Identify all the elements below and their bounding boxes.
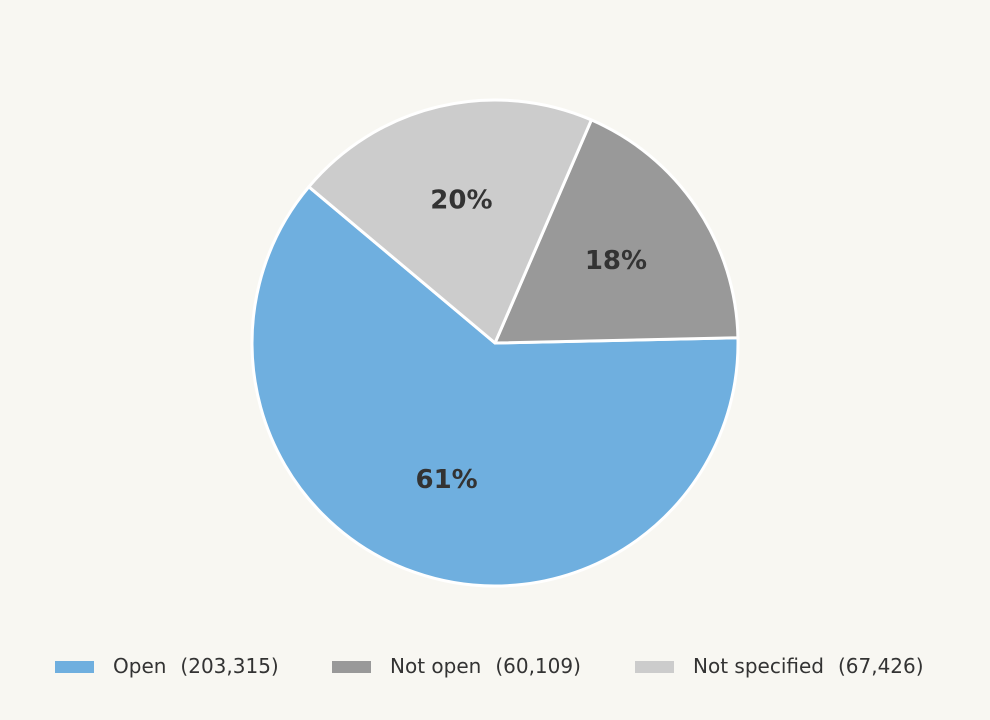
pie-slice [250, 185, 740, 588]
pie-slice [307, 98, 593, 345]
legend-count: (203,315) [180, 654, 278, 678]
pie-slice [493, 118, 740, 345]
legend-swatch [635, 661, 674, 673]
legend-count: (60,109) [495, 654, 581, 678]
percent-label: 18% [585, 246, 647, 276]
legend-name: Not open [390, 654, 481, 678]
legend-swatch [332, 661, 371, 673]
legend-count: (67,426) [838, 654, 924, 678]
legend-label: Not specified (67,426) [693, 654, 924, 678]
legend-swatch [55, 661, 94, 673]
legend-name: Not specified [693, 654, 824, 678]
percent-label: 20% [430, 186, 492, 216]
legend-label: Open (203,315) [113, 654, 279, 678]
legend-name: Open [113, 654, 166, 678]
percent-label: 61% [415, 465, 477, 495]
legend-label: Not open (60,109) [390, 654, 581, 678]
